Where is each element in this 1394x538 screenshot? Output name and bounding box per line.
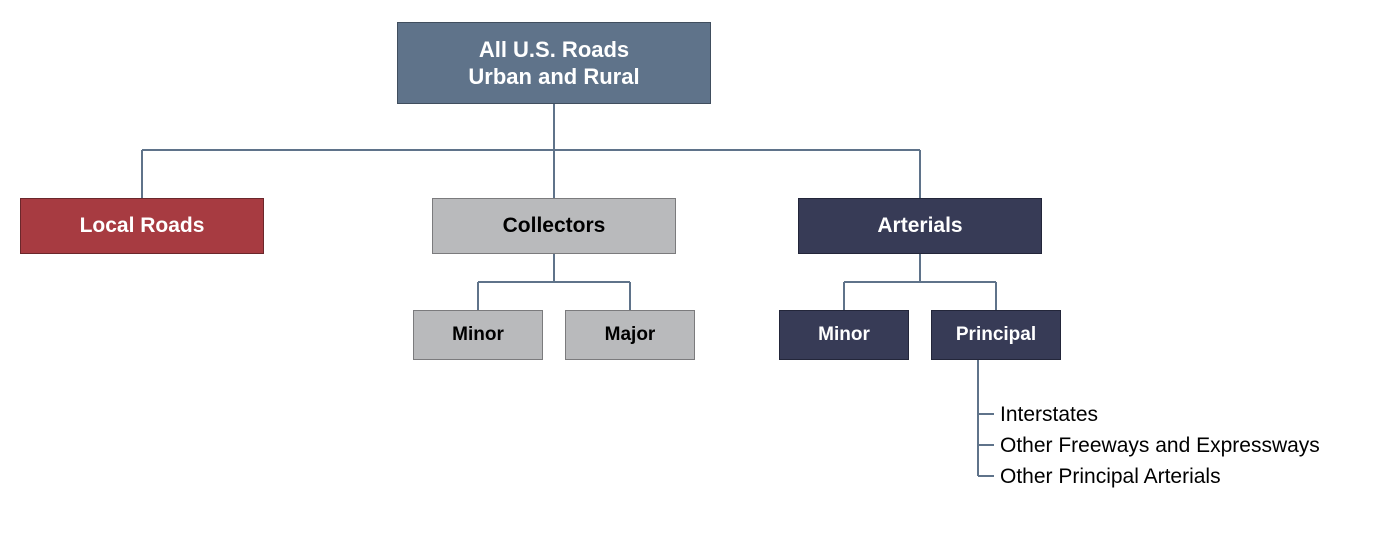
- node-root-line2: Urban and Rural: [468, 63, 639, 91]
- node-collectors-label: Collectors: [503, 213, 606, 239]
- node-root: All U.S. Roads Urban and Rural: [397, 22, 711, 104]
- diagram-canvas: All U.S. Roads Urban and Rural Local Roa…: [0, 0, 1394, 538]
- node-arterials-principal: Principal: [931, 310, 1061, 360]
- leaf-other-freeways: Other Freeways and Expressways: [1000, 434, 1320, 458]
- node-collectors: Collectors: [432, 198, 676, 254]
- node-arterials: Arterials: [798, 198, 1042, 254]
- node-collectors-major: Major: [565, 310, 695, 360]
- node-local-roads: Local Roads: [20, 198, 264, 254]
- node-arterials-label: Arterials: [877, 213, 962, 239]
- node-collectors-minor: Minor: [413, 310, 543, 360]
- node-arterials-minor-label: Minor: [818, 323, 870, 347]
- node-collectors-major-label: Major: [605, 323, 656, 347]
- node-root-line1: All U.S. Roads: [468, 36, 639, 64]
- leaf-other-principal-arterials: Other Principal Arterials: [1000, 465, 1221, 489]
- node-arterials-principal-label: Principal: [956, 323, 1036, 347]
- leaf-interstates: Interstates: [1000, 403, 1098, 427]
- node-arterials-minor: Minor: [779, 310, 909, 360]
- node-collectors-minor-label: Minor: [452, 323, 504, 347]
- node-local-roads-label: Local Roads: [80, 213, 205, 239]
